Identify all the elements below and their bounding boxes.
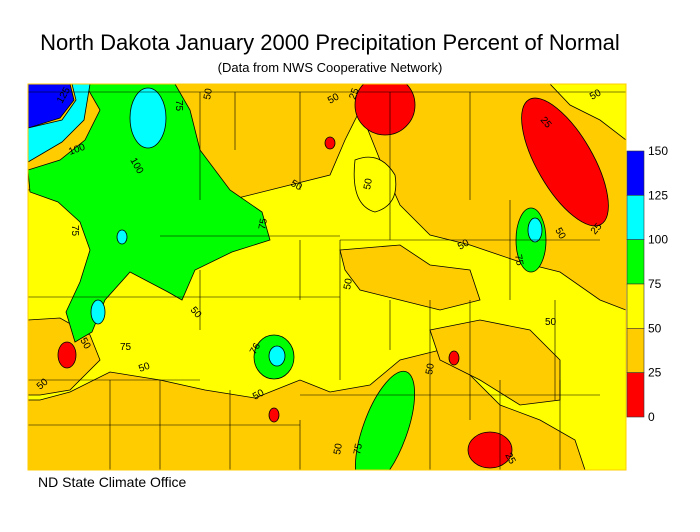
contour-label: 50 [289, 178, 305, 193]
region-100-125 [268, 345, 286, 367]
legend-swatch [626, 283, 645, 329]
contour-label: 50 [326, 91, 342, 106]
region-100-125 [527, 217, 543, 243]
region-0-25 [57, 341, 77, 369]
contour-label: 75 [352, 442, 365, 455]
map-frame [27, 83, 627, 471]
region-125-150 [28, 84, 75, 129]
contour-label: 50 [588, 87, 604, 102]
map-title: North Dakota January 2000 Precipitation … [40, 30, 620, 55]
map-subtitle: (Data from NWS Cooperative Network) [217, 60, 443, 75]
contour-label: 50 [251, 387, 267, 402]
contour-label: 25 [347, 86, 361, 101]
contour-label: 50 [332, 442, 345, 455]
legend-tick-label: 100 [648, 233, 668, 247]
legend-tick-label: 150 [648, 144, 668, 158]
contour-label: 75 [512, 254, 525, 267]
legend: 150 125 100 75 50 25 0 [626, 144, 668, 424]
legend-swatch [626, 150, 645, 196]
region-100-125 [116, 229, 128, 245]
region-50-75 [549, 84, 626, 141]
contour-label: 75 [120, 342, 132, 353]
legend-tick-label: 25 [648, 366, 662, 380]
contour-label: 76 [248, 341, 263, 357]
contour-label: 50 [424, 362, 437, 375]
contour-label: 50 [137, 361, 152, 375]
footer-credit: ND State Climate Office [38, 474, 187, 490]
legend-tick-label: 75 [648, 277, 662, 291]
region-100-125 [129, 87, 167, 149]
contour-label: 75 [257, 217, 270, 230]
legend-tick-label: 50 [648, 321, 662, 335]
contour-label: 50 [77, 336, 92, 352]
contour-label: 50 [202, 87, 215, 100]
region-100-125 [28, 84, 91, 163]
region-0-25 [521, 97, 609, 227]
region-0-25 [448, 350, 460, 366]
legend-swatch [626, 372, 645, 418]
legend-swatch [626, 195, 645, 240]
region-0-25 [354, 84, 416, 136]
region-25-50 [339, 244, 481, 311]
region-75-100 [354, 370, 416, 470]
contour-label: 75 [69, 225, 80, 237]
contour-label: 50 [545, 317, 557, 328]
legend-tick-label: 0 [648, 410, 655, 424]
contour-label: 50 [362, 177, 375, 190]
region-50-75 [353, 156, 397, 213]
region-100-125 [90, 299, 106, 325]
county-boundaries [28, 91, 626, 470]
legend-tick-label: 125 [648, 188, 668, 202]
region-0-25 [467, 431, 513, 469]
contour-label: 75 [173, 100, 184, 112]
region-0-25 [324, 136, 336, 150]
legend-swatch [626, 239, 645, 285]
region-0-25 [268, 407, 280, 423]
contour-label: 50 [342, 277, 355, 290]
contour-label: 50 [552, 226, 567, 242]
contour-label: 25 [502, 451, 517, 467]
contour-label: 50 [456, 237, 472, 252]
legend-swatch [626, 328, 645, 373]
